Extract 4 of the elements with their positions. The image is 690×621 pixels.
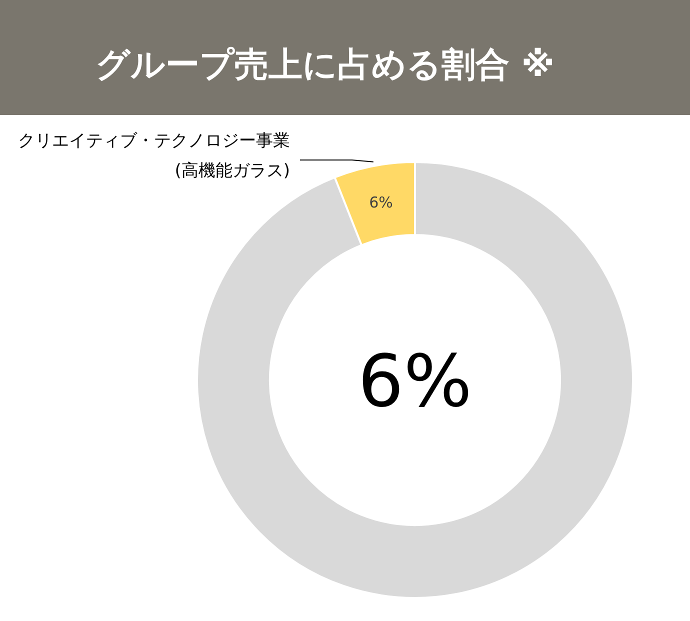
data-label: 6% [369, 194, 393, 212]
text: 6% [358, 339, 472, 423]
chart-title: グループ売上に占める割合 ※ [96, 45, 554, 85]
slice-label: クリエイティブ・テクノロジー事業 (高機能ガラス) [18, 131, 290, 181]
